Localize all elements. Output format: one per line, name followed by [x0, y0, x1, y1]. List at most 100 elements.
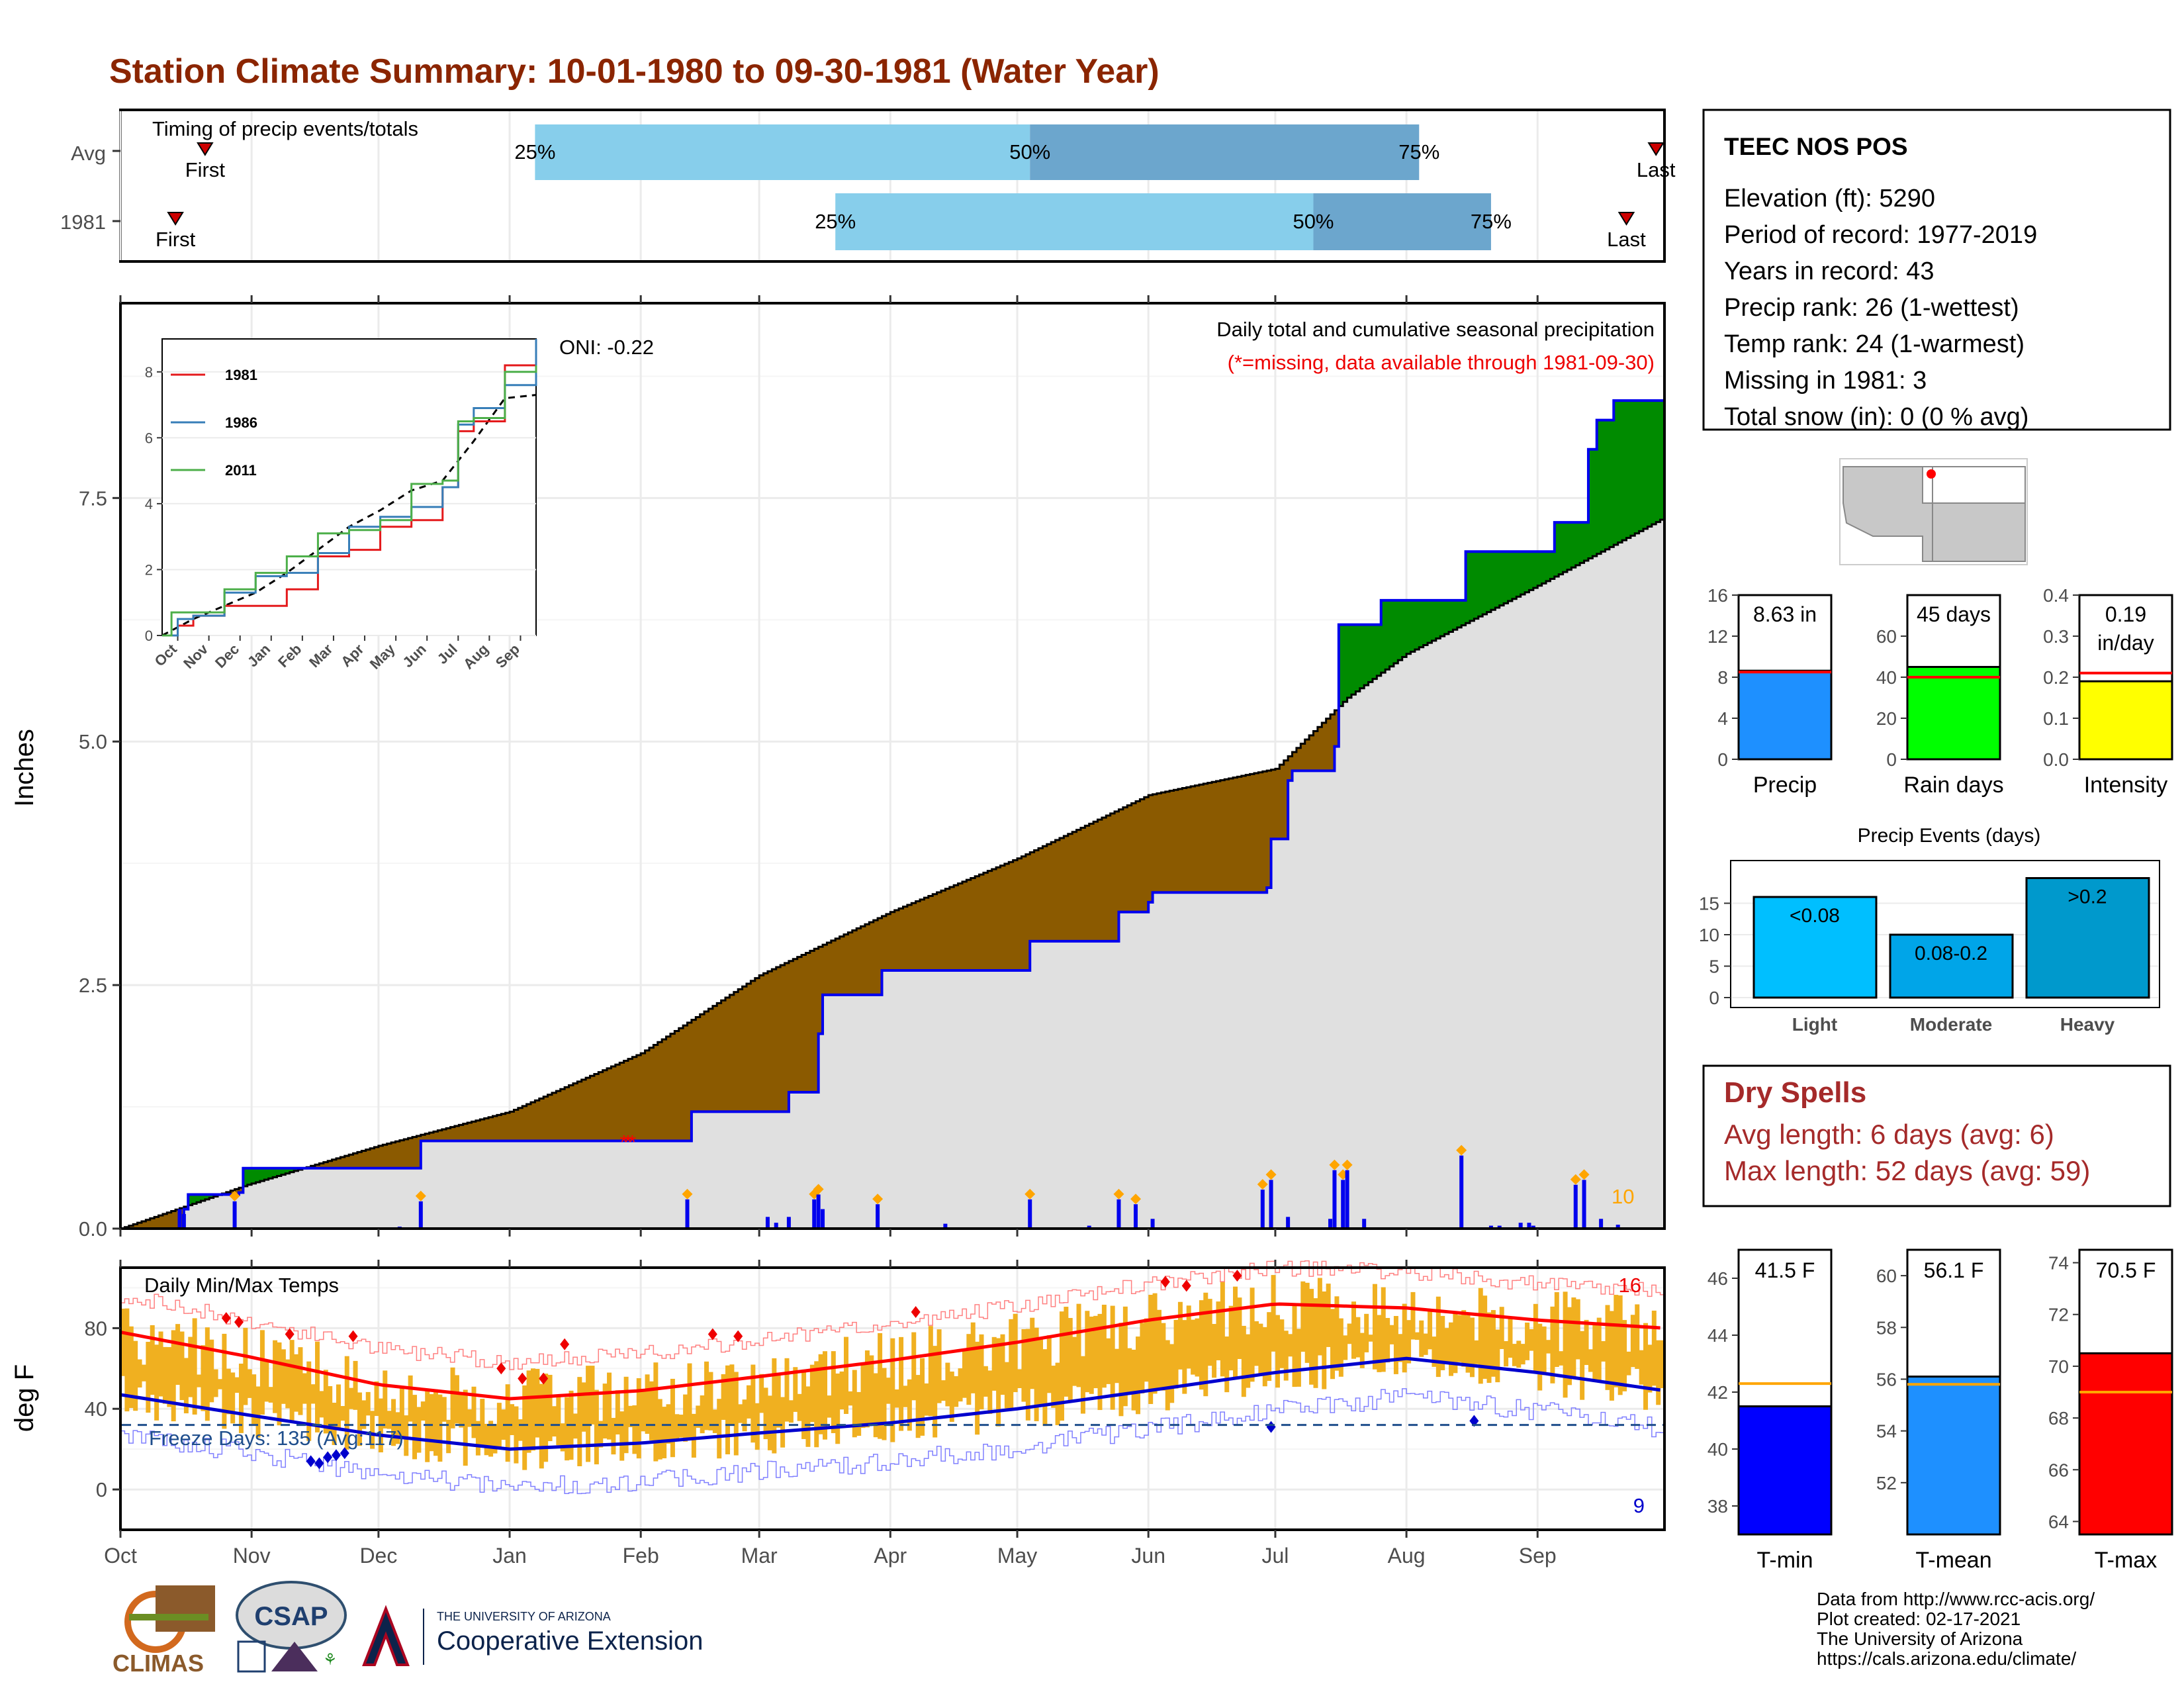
- daily-temp-bar: [167, 1346, 172, 1407]
- record-high-marker: [234, 1316, 244, 1329]
- daily-temp-bar: [809, 1364, 815, 1423]
- month-label: Jan: [492, 1544, 527, 1568]
- record-low-marker: [331, 1449, 341, 1462]
- timing-row-label-year: 1981: [60, 211, 106, 234]
- first-event-label: First: [156, 228, 196, 251]
- daily-temp-bar: [201, 1345, 206, 1411]
- daily-temp-bar: [1203, 1292, 1208, 1397]
- daily-temp-bar: [306, 1361, 312, 1441]
- daily-temp-bar: [839, 1371, 844, 1410]
- daily-temp-bar: [404, 1415, 409, 1456]
- daily-precip-bar: [1260, 1190, 1265, 1229]
- daily-temp-bar: [1076, 1303, 1081, 1387]
- daily-temp-bar: [1504, 1340, 1509, 1367]
- y-tick-label: 5.0: [79, 730, 107, 753]
- daily-temp-bar: [856, 1391, 862, 1436]
- daily-temp-bar: [1482, 1295, 1488, 1379]
- daily-temp-bar: [285, 1359, 291, 1409]
- daily-temp-bar: [954, 1376, 959, 1407]
- daily-temp-bar: [907, 1379, 912, 1431]
- daily-temp-bar: [1275, 1315, 1280, 1388]
- daily-precip-bar: [685, 1199, 690, 1229]
- daily-temp-bar: [1072, 1336, 1077, 1386]
- daily-temp-bar: [179, 1331, 185, 1401]
- temp-summary-y-tick-label: 70: [2048, 1356, 2069, 1377]
- daily-temp-bar: [797, 1393, 802, 1421]
- daily-temp-bar: [788, 1400, 794, 1423]
- record-high-marker: [285, 1328, 295, 1340]
- big-event-marker: [1578, 1169, 1590, 1180]
- daily-temp-bar: [556, 1394, 561, 1446]
- daily-precip-bar: [1087, 1225, 1091, 1229]
- big-event-marker: [415, 1190, 426, 1201]
- daily-temp-bar: [966, 1334, 972, 1405]
- summary-label: Precip: [1753, 773, 1817, 798]
- missing-marker: *: [620, 1132, 628, 1154]
- daily-temp-bar: [602, 1383, 608, 1439]
- daily-temp-bar: [383, 1370, 388, 1429]
- observed-cumulative-line: [120, 399, 1664, 1230]
- events-bar-label: 0.08-0.2: [1915, 943, 1987, 964]
- temp-summary-bar: [1737, 1405, 1833, 1536]
- daily-temp-bar: [1250, 1288, 1255, 1382]
- temp-summary-y-tick-label: 66: [2048, 1460, 2069, 1480]
- temp-summary-y-tick-label: 72: [2048, 1305, 2069, 1325]
- daily-temp-bar: [903, 1385, 908, 1407]
- daily-temp-bar: [120, 1308, 125, 1376]
- daily-temp-bar: [831, 1351, 836, 1434]
- y-tick-label: 2.5: [79, 974, 107, 997]
- daily-temp-bar: [315, 1341, 320, 1432]
- daily-temp-bar: [733, 1372, 739, 1456]
- daily-temp-bar: [1000, 1334, 1005, 1395]
- daily-temp-bar: [255, 1386, 261, 1438]
- oni-label: ONI: -0.22: [559, 336, 654, 359]
- daily-temp-bar: [514, 1406, 519, 1464]
- summary-bar-charts: 0 4 8 12 16 8.63 in Precip 0 20 40 60 45 days Rain d…: [1707, 585, 2173, 798]
- temp-summary-y-tick-label: 60: [1876, 1266, 1897, 1286]
- temp-ylabel: deg F: [10, 1364, 39, 1432]
- daily-temp-bar: [365, 1391, 371, 1416]
- daily-temp-bar: [175, 1324, 181, 1385]
- daily-temp-bar: [725, 1365, 731, 1455]
- daily-temp-bar: [882, 1368, 887, 1440]
- avg-cumulative-line: [120, 518, 1664, 1230]
- daily-temp-bar: [586, 1366, 591, 1462]
- summary-y-tick-label: 60: [1876, 626, 1897, 647]
- record-high-marker: [518, 1372, 527, 1385]
- big-event-marker: [872, 1194, 884, 1205]
- daily-temp-bar: [1182, 1320, 1187, 1394]
- daily-temp-bar: [1055, 1362, 1060, 1425]
- month-label: May: [997, 1544, 1037, 1568]
- daily-temp-bar: [767, 1395, 772, 1450]
- daily-temp-bar: [1435, 1296, 1441, 1378]
- daily-temp-bar: [1101, 1304, 1107, 1388]
- inset-series-line: [162, 365, 537, 637]
- daily-temp-bar: [1025, 1329, 1030, 1421]
- daily-temp-bar: [1161, 1323, 1166, 1391]
- daily-temp-bar: [649, 1381, 654, 1440]
- daily-temp-bar: [353, 1360, 358, 1410]
- daily-temp-bar: [636, 1378, 641, 1459]
- daily-temp-bar: [289, 1340, 295, 1421]
- record-high-marker: [733, 1330, 743, 1342]
- daily-temp-bar: [899, 1336, 904, 1431]
- dry-spells-avg: Avg length: 6 days (avg: 6): [1724, 1119, 2054, 1150]
- temp-summary-y-tick-label: 46: [1707, 1268, 1728, 1289]
- daily-precip-bar: [1582, 1180, 1586, 1229]
- daily-temp-bar: [463, 1389, 468, 1466]
- daily-temp-bar: [158, 1331, 163, 1397]
- daily-temp-bar: [1165, 1340, 1170, 1411]
- daily-precip-bar: [1527, 1223, 1531, 1229]
- daily-precip-bar: [1615, 1225, 1620, 1229]
- station-line: Total snow (in): 0 (0 % avg): [1724, 403, 2028, 431]
- daily-temp-bar: [399, 1388, 404, 1438]
- timing-bar-q2: [1313, 193, 1491, 250]
- timing-bar-q1: [835, 193, 1314, 250]
- timing-title: Timing of precip events/totals: [152, 117, 418, 140]
- precip-ylabel: Inches: [10, 729, 39, 807]
- daily-temp-bar: [1537, 1323, 1543, 1391]
- daily-precip-bar: [1028, 1199, 1032, 1229]
- daily-temp-bar: [1529, 1329, 1534, 1351]
- record-low-line: [120, 1388, 1664, 1495]
